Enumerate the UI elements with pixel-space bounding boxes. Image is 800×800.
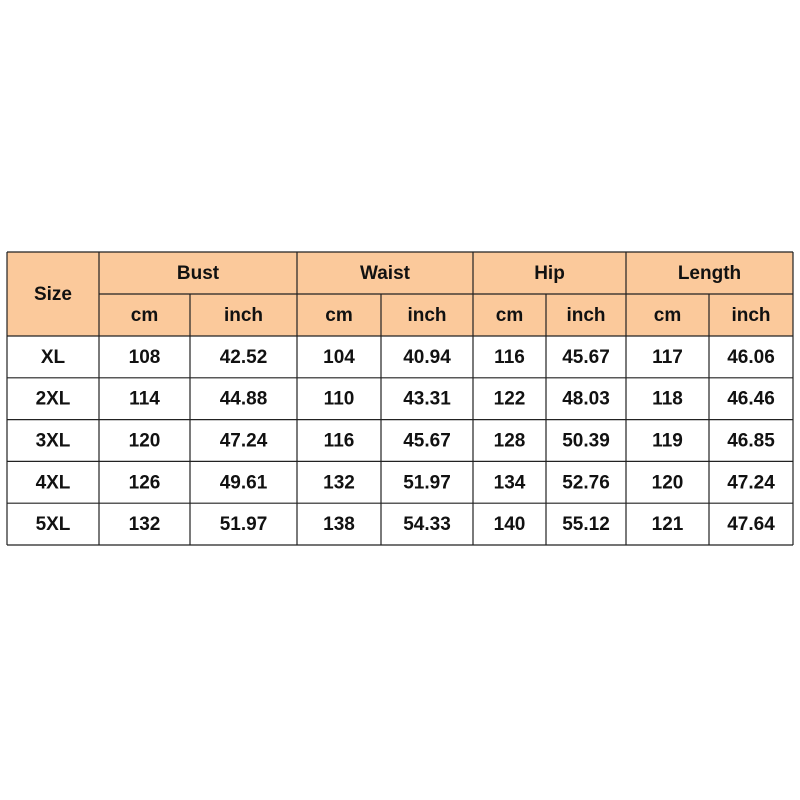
measure-cell: 46.06 [727, 347, 775, 368]
measure-cell: 114 [129, 389, 160, 410]
measure-cell: 46.85 [727, 431, 775, 452]
measure-cell: 126 [129, 472, 161, 493]
unit-header: inch [566, 305, 605, 326]
measure-cell: 140 [494, 514, 526, 535]
measure-cell: 45.67 [562, 347, 610, 368]
measure-cell: 104 [323, 347, 355, 368]
measure-cell: 128 [494, 431, 526, 452]
group-header: Hip [534, 263, 565, 284]
measure-cell: 47.24 [727, 472, 775, 493]
measure-cell: 132 [129, 514, 161, 535]
measure-cell: 40.94 [403, 347, 451, 368]
measure-cell: 138 [323, 514, 355, 535]
measure-cell: 120 [652, 472, 684, 493]
measure-cell: 134 [494, 472, 526, 493]
unit-header: cm [496, 305, 523, 326]
measure-cell: 49.61 [220, 472, 268, 493]
measure-cell: 54.33 [403, 514, 451, 535]
measure-cell: 117 [652, 347, 683, 368]
measure-cell: 43.31 [403, 389, 451, 410]
measure-cell: 50.39 [562, 431, 610, 452]
group-header: Bust [177, 263, 220, 284]
measure-cell: 44.88 [220, 389, 268, 410]
measure-cell: 110 [324, 389, 355, 410]
measure-cell: 51.97 [220, 514, 268, 535]
size-header: Size [34, 284, 72, 305]
size-cell: 3XL [36, 431, 71, 452]
measure-cell: 108 [129, 347, 161, 368]
measure-cell: 47.64 [727, 514, 775, 535]
size-cell: 2XL [36, 389, 71, 410]
measure-cell: 42.52 [220, 347, 268, 368]
size-cell: XL [41, 347, 66, 368]
measure-cell: 132 [323, 472, 355, 493]
measure-cell: 51.97 [403, 472, 451, 493]
unit-header: cm [325, 305, 352, 326]
measure-cell: 48.03 [562, 389, 610, 410]
measure-cell: 47.24 [220, 431, 268, 452]
measure-cell: 55.12 [562, 514, 610, 535]
unit-header: cm [654, 305, 681, 326]
group-header: Waist [360, 263, 411, 284]
measure-cell: 120 [129, 431, 161, 452]
measure-cell: 122 [494, 389, 526, 410]
unit-header: cm [131, 305, 158, 326]
measure-cell: 119 [652, 431, 683, 452]
unit-header: inch [731, 305, 770, 326]
unit-header: inch [224, 305, 263, 326]
measure-cell: 46.46 [727, 389, 775, 410]
unit-header: inch [407, 305, 446, 326]
measure-cell: 116 [324, 431, 355, 452]
measure-cell: 116 [494, 347, 525, 368]
measure-cell: 45.67 [403, 431, 451, 452]
measure-cell: 52.76 [562, 472, 610, 493]
size-cell: 4XL [36, 472, 71, 493]
measure-cell: 121 [652, 514, 684, 535]
measure-cell: 118 [652, 389, 683, 410]
group-header: Length [678, 263, 741, 284]
size-cell: 5XL [36, 514, 71, 535]
